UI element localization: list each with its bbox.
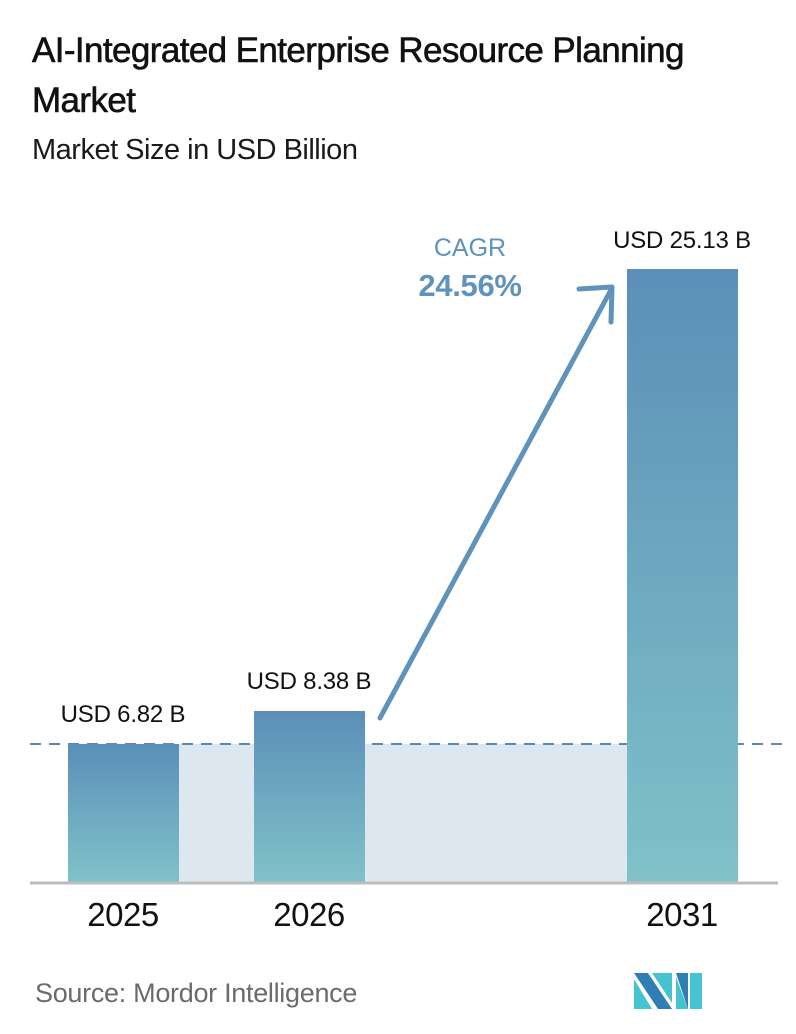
chart-subtitle: Market Size in USD Billion bbox=[32, 134, 358, 166]
cagr-value: 24.56% bbox=[418, 268, 522, 303]
bar-2031[interactable] bbox=[627, 269, 738, 882]
mordor-intelligence-logo-icon bbox=[634, 973, 702, 1009]
bar-2025[interactable] bbox=[68, 744, 179, 882]
x-tick-2026: 2026 bbox=[273, 896, 345, 933]
source-note: Source: Mordor Intelligence bbox=[35, 978, 358, 1008]
x-tick-2031: 2031 bbox=[646, 896, 718, 933]
cagr-label: CAGR bbox=[433, 234, 507, 262]
baseline-shade bbox=[179, 744, 627, 882]
value-label-2025: USD 6.82 B bbox=[60, 701, 186, 728]
bar-2026[interactable] bbox=[254, 711, 365, 882]
cagr-arrow-icon bbox=[377, 284, 615, 721]
x-tick-2025: 2025 bbox=[87, 896, 159, 933]
chart-title: AI-Integrated Enterprise Resource Planni… bbox=[32, 31, 685, 121]
value-label-2031: USD 25.13 B bbox=[613, 227, 751, 254]
value-label-2026: USD 8.38 B bbox=[246, 668, 372, 695]
